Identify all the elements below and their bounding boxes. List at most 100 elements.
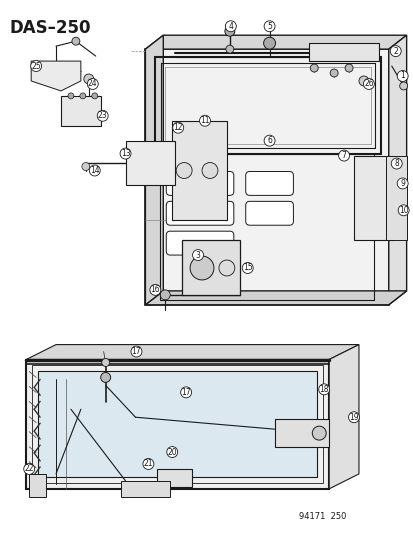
Polygon shape [182,240,239,295]
Text: 17: 17 [131,347,141,356]
Circle shape [142,458,154,470]
Polygon shape [29,474,46,497]
Circle shape [263,135,274,146]
Polygon shape [328,345,358,489]
Circle shape [80,93,85,99]
Circle shape [68,93,74,99]
Polygon shape [157,469,192,487]
Text: 10: 10 [398,206,408,215]
Text: 20: 20 [167,448,177,457]
Polygon shape [26,345,358,360]
Circle shape [263,37,275,49]
Circle shape [263,21,274,32]
Text: 6: 6 [266,136,271,145]
Circle shape [102,359,109,367]
Polygon shape [309,43,378,61]
Circle shape [358,76,368,86]
Polygon shape [172,121,226,220]
Circle shape [338,150,349,161]
Text: 22: 22 [24,464,34,473]
Circle shape [224,26,234,36]
Polygon shape [125,141,175,185]
Circle shape [318,384,329,395]
Text: 8: 8 [394,159,398,168]
Circle shape [397,205,408,216]
Polygon shape [353,156,393,240]
FancyBboxPatch shape [245,172,293,196]
Circle shape [150,285,160,295]
Polygon shape [38,372,316,477]
Text: 16: 16 [150,285,160,294]
Polygon shape [145,35,163,305]
Circle shape [225,45,233,53]
Circle shape [330,69,337,77]
FancyBboxPatch shape [166,201,233,225]
Text: 7: 7 [341,151,346,160]
Circle shape [399,82,407,90]
Circle shape [390,158,401,169]
Circle shape [100,373,110,382]
Circle shape [344,64,352,72]
Text: 25: 25 [31,61,41,70]
Circle shape [363,78,373,90]
Bar [161,63,374,148]
Text: 3: 3 [195,251,200,260]
Circle shape [202,163,217,179]
Circle shape [82,163,90,171]
Text: 1: 1 [399,71,404,80]
Circle shape [180,387,191,398]
Circle shape [87,78,98,90]
Polygon shape [145,291,406,305]
Text: 4: 4 [228,22,233,31]
Polygon shape [388,35,406,305]
Polygon shape [26,360,328,489]
Circle shape [218,260,234,276]
Circle shape [24,464,35,474]
Circle shape [160,290,170,300]
Circle shape [242,263,253,273]
Text: 26: 26 [363,79,373,88]
Circle shape [72,37,80,45]
Circle shape [190,256,214,280]
Polygon shape [385,156,406,240]
Circle shape [389,46,400,56]
Text: 2: 2 [392,46,397,55]
FancyBboxPatch shape [166,231,233,255]
FancyBboxPatch shape [166,172,233,196]
Circle shape [192,249,203,261]
Text: DAS–250: DAS–250 [9,19,90,37]
Circle shape [311,426,325,440]
Text: 14: 14 [90,166,100,175]
Text: 11: 11 [200,116,209,125]
Text: 23: 23 [97,111,107,120]
Polygon shape [145,49,388,305]
Text: 15: 15 [242,263,252,272]
Polygon shape [274,419,328,447]
Bar [41,375,313,474]
Circle shape [83,74,93,84]
Text: 9: 9 [399,179,404,188]
Circle shape [120,148,131,159]
Circle shape [396,178,407,189]
Text: 19: 19 [348,413,358,422]
Circle shape [92,93,97,99]
Circle shape [89,165,100,176]
Text: 18: 18 [319,385,328,394]
FancyBboxPatch shape [245,201,293,225]
Text: 17: 17 [181,388,190,397]
Text: 24: 24 [88,79,97,88]
Text: 13: 13 [121,149,130,158]
Circle shape [131,346,142,357]
Circle shape [97,110,108,122]
Text: 94171  250: 94171 250 [299,512,346,521]
Circle shape [348,411,358,423]
Polygon shape [31,61,81,91]
Text: 5: 5 [266,22,271,31]
Circle shape [172,122,183,133]
Circle shape [31,61,42,71]
Circle shape [166,447,177,457]
Polygon shape [120,481,170,497]
Text: 12: 12 [173,123,183,132]
Circle shape [225,21,236,32]
Polygon shape [145,35,406,49]
